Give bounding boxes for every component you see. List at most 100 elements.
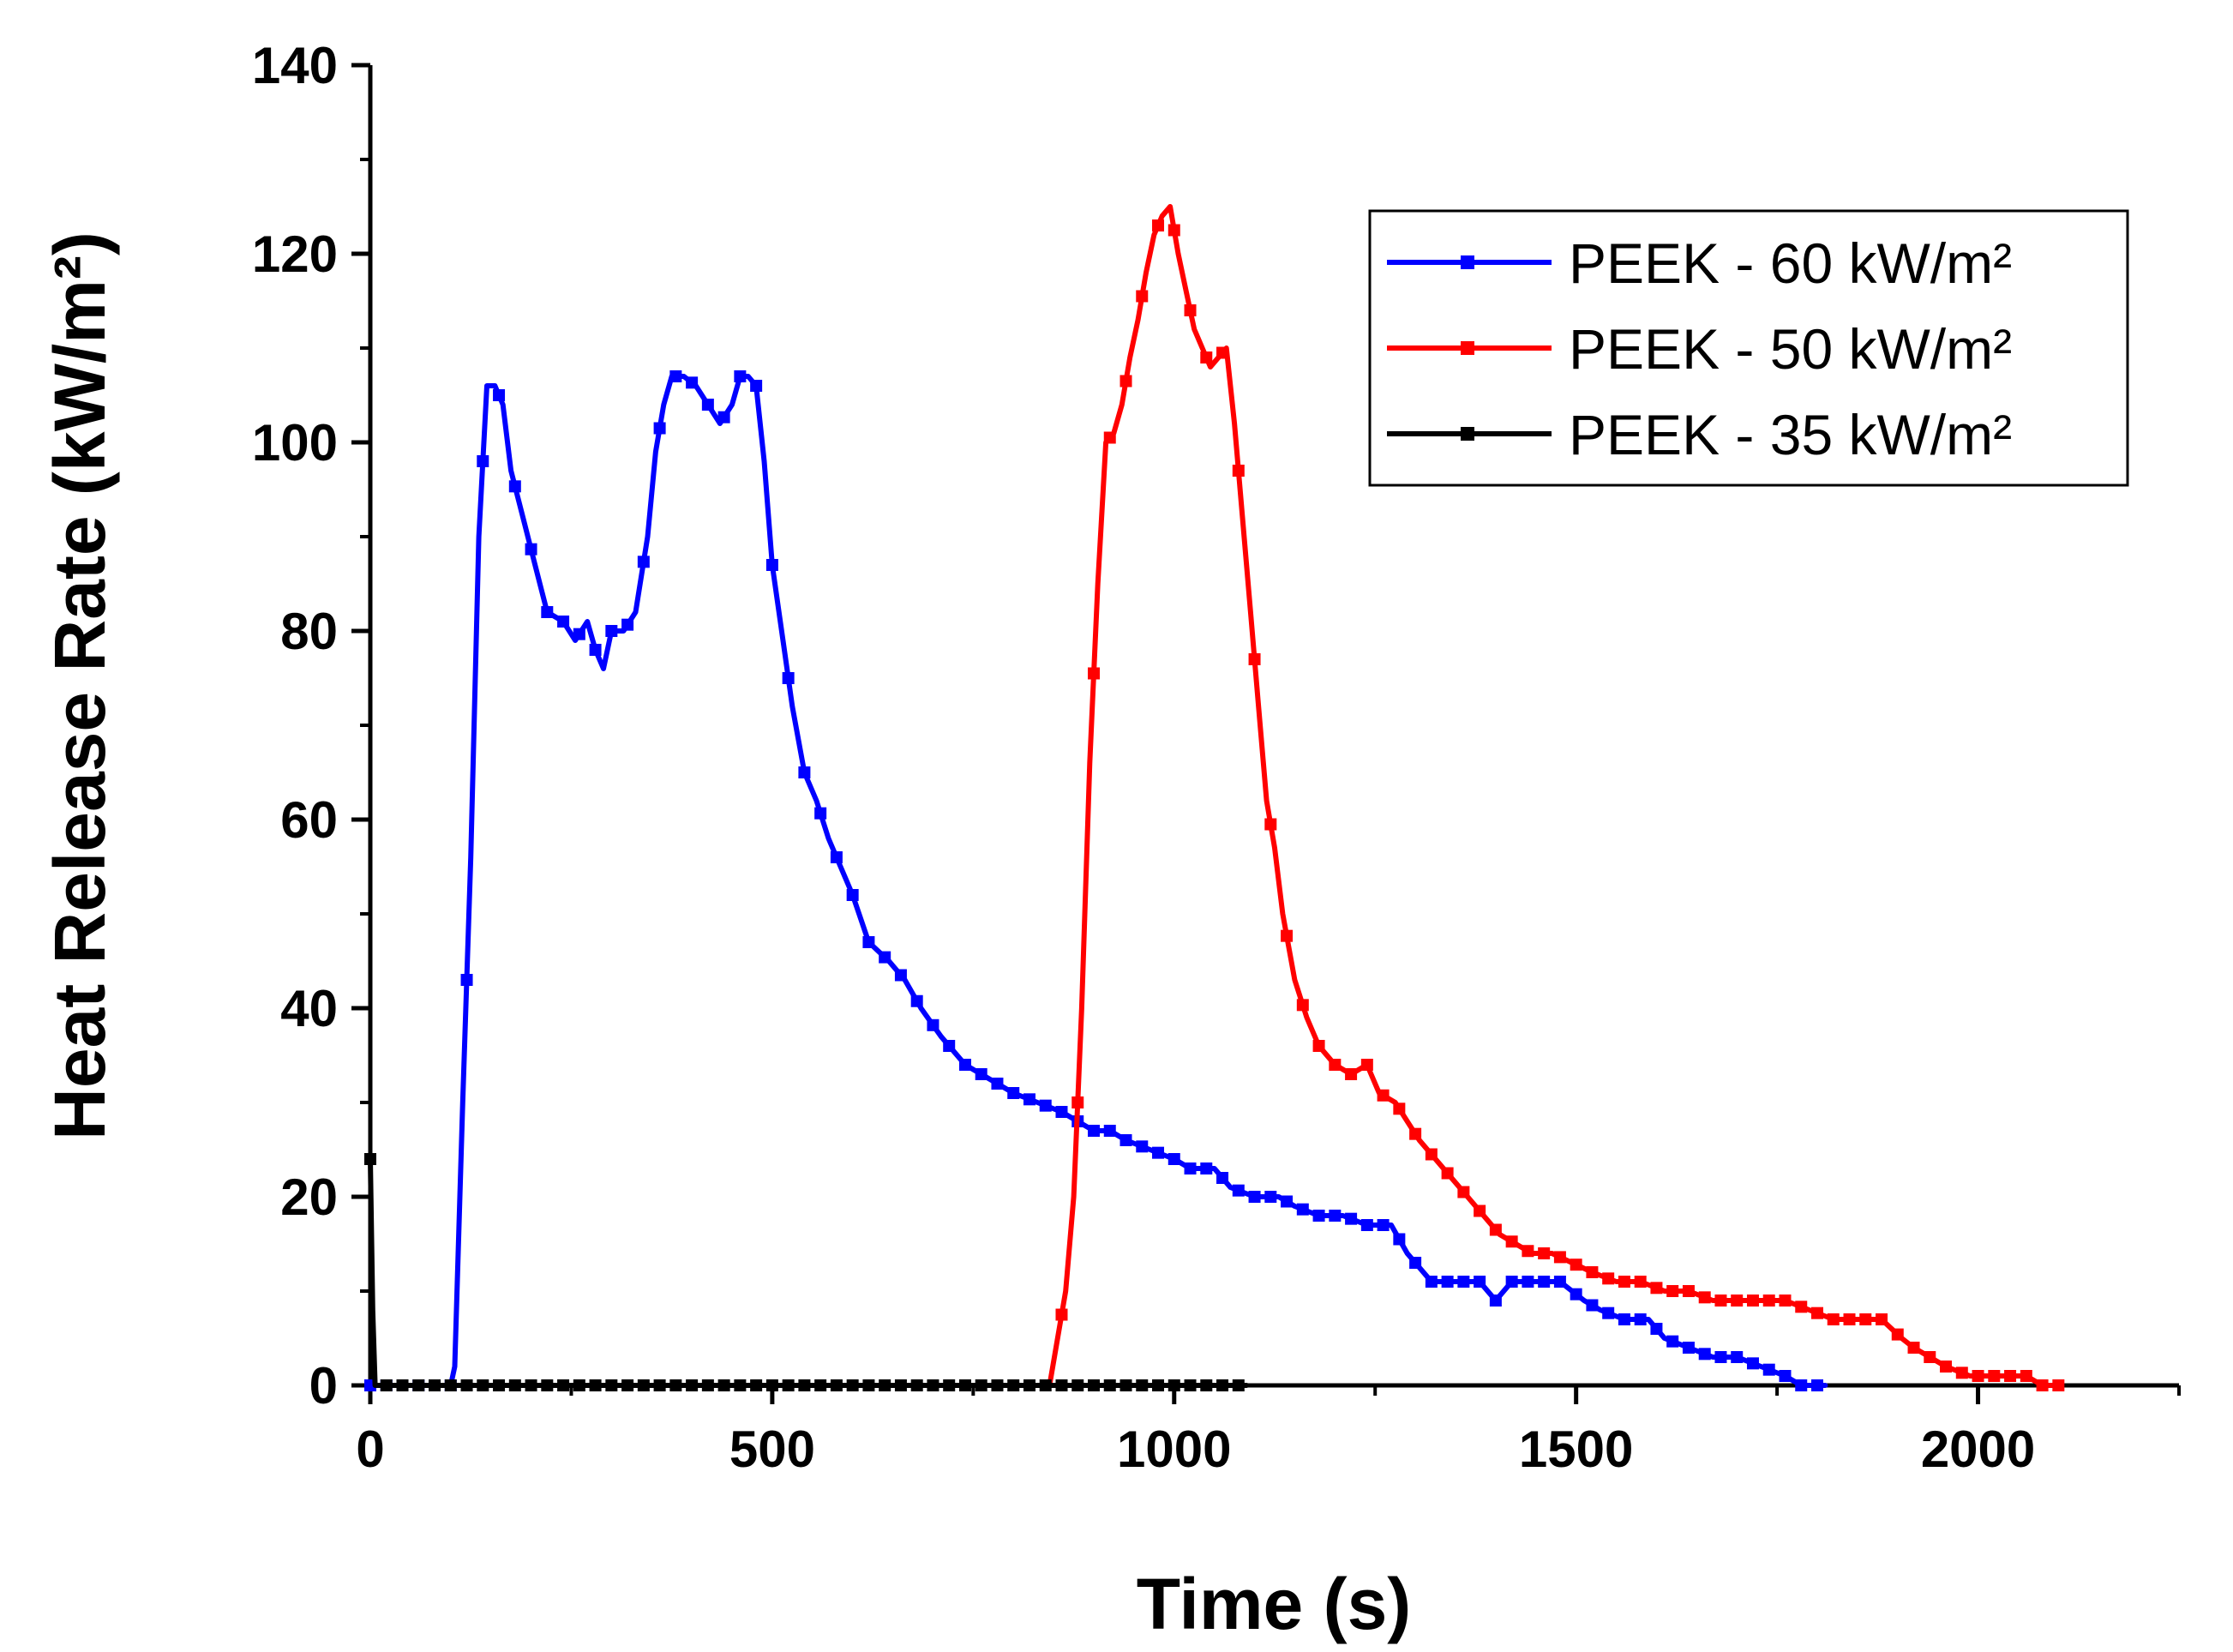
- series-marker: [1184, 1162, 1197, 1174]
- series-marker: [1489, 1295, 1502, 1307]
- series-marker: [1120, 375, 1132, 387]
- legend-label: PEEK - 50 kW/m²: [1569, 317, 2012, 381]
- series-marker: [1296, 999, 1309, 1012]
- legend-label: PEEK - 35 kW/m²: [1569, 403, 2012, 466]
- series-marker: [2020, 1370, 2032, 1382]
- series-marker: [573, 628, 585, 640]
- series-marker: [782, 672, 795, 684]
- series-marker: [621, 618, 634, 631]
- series-marker: [493, 389, 506, 401]
- series-marker: [396, 1379, 409, 1391]
- series-marker: [2052, 1379, 2065, 1391]
- legend-swatch-marker: [1461, 255, 1474, 269]
- series-marker: [557, 616, 570, 628]
- series-marker: [1876, 1313, 1888, 1325]
- series-marker: [991, 1078, 1004, 1090]
- series-marker: [493, 1379, 506, 1391]
- series-marker: [1152, 1379, 1165, 1391]
- series-marker: [1602, 1272, 1615, 1285]
- series-marker: [1039, 1099, 1052, 1112]
- series-marker: [717, 411, 730, 424]
- series-marker: [1779, 1370, 1792, 1382]
- series-marker: [1731, 1351, 1744, 1363]
- series-marker: [1570, 1288, 1582, 1301]
- x-tick-label: 500: [729, 1421, 815, 1478]
- series-marker: [846, 1379, 859, 1391]
- series-marker: [1281, 1195, 1294, 1208]
- series-marker: [910, 994, 923, 1007]
- series-marker: [1682, 1285, 1695, 1297]
- series-marker: [943, 1040, 956, 1052]
- series-marker: [1457, 1276, 1470, 1288]
- series-marker: [1329, 1059, 1342, 1071]
- x-axis-title: Time (s): [1137, 1564, 1412, 1644]
- series-marker: [1360, 1219, 1373, 1231]
- series-layer: [364, 204, 2065, 1391]
- series-marker: [621, 1379, 634, 1391]
- series-marker: [1296, 1203, 1309, 1216]
- series-marker: [765, 559, 778, 571]
- series-marker: [1811, 1379, 1823, 1391]
- series-marker: [1136, 1140, 1149, 1153]
- series-marker: [975, 1379, 987, 1391]
- series-marker: [1312, 1210, 1325, 1222]
- series-marker: [1345, 1068, 1358, 1080]
- series-marker: [637, 1379, 650, 1391]
- x-tick-label: 0: [356, 1421, 384, 1478]
- series-marker: [814, 1379, 827, 1391]
- x-tick-label: 2000: [1921, 1421, 2035, 1478]
- series-marker: [734, 370, 747, 382]
- series-marker: [589, 644, 602, 656]
- series-marker: [1216, 346, 1229, 359]
- series-marker: [1055, 1308, 1068, 1321]
- series-marker: [1505, 1276, 1518, 1288]
- series-marker: [1264, 818, 1277, 831]
- series-marker: [1007, 1379, 1020, 1391]
- series-marker: [477, 1379, 489, 1391]
- series-marker: [1120, 1379, 1132, 1391]
- series-marker: [894, 969, 907, 982]
- series-marker: [1714, 1295, 1727, 1307]
- series-marker: [508, 1379, 521, 1391]
- series-marker: [1441, 1276, 1454, 1288]
- series-marker: [830, 1379, 843, 1391]
- series-marker: [1248, 653, 1261, 665]
- series-marker: [1007, 1087, 1020, 1099]
- series-marker: [541, 1379, 554, 1391]
- series-marker: [1071, 1096, 1084, 1108]
- y-tick-label: 100: [252, 414, 338, 472]
- series-marker: [1907, 1342, 1920, 1354]
- series-marker: [862, 1379, 875, 1391]
- series-marker: [1940, 1361, 1953, 1373]
- series-marker: [1538, 1247, 1551, 1259]
- series-marker: [1168, 1153, 1180, 1165]
- series-marker: [846, 889, 859, 901]
- series-marker: [444, 1379, 457, 1391]
- series-marker: [701, 1379, 714, 1391]
- legend-entries: PEEK - 60 kW/m² PEEK - 50 kW/m² PEEK - 35 …: [1387, 231, 2012, 466]
- series-marker: [1264, 1191, 1277, 1203]
- series-marker: [1120, 1134, 1132, 1146]
- series-marker: [1409, 1127, 1422, 1140]
- legend-label: PEEK - 60 kW/m²: [1569, 231, 2012, 295]
- series-marker: [1039, 1379, 1052, 1391]
- series-marker: [1071, 1379, 1084, 1391]
- series-marker: [1055, 1106, 1068, 1118]
- series-marker: [508, 480, 521, 493]
- series-marker: [557, 1379, 570, 1391]
- y-tick-label: 20: [280, 1168, 338, 1226]
- series-marker: [1200, 1162, 1213, 1174]
- series-marker: [1698, 1348, 1711, 1361]
- series-marker: [460, 974, 473, 986]
- series-marker: [1103, 431, 1116, 444]
- series-marker: [1184, 1379, 1197, 1391]
- series-marker: [686, 376, 699, 389]
- series-marker: [862, 936, 875, 948]
- series-marker: [1522, 1245, 1534, 1258]
- series-marker: [1762, 1295, 1775, 1307]
- series-marker: [1731, 1295, 1744, 1307]
- series-marker: [814, 807, 827, 820]
- series-marker: [1859, 1313, 1872, 1325]
- series-marker: [1586, 1299, 1599, 1312]
